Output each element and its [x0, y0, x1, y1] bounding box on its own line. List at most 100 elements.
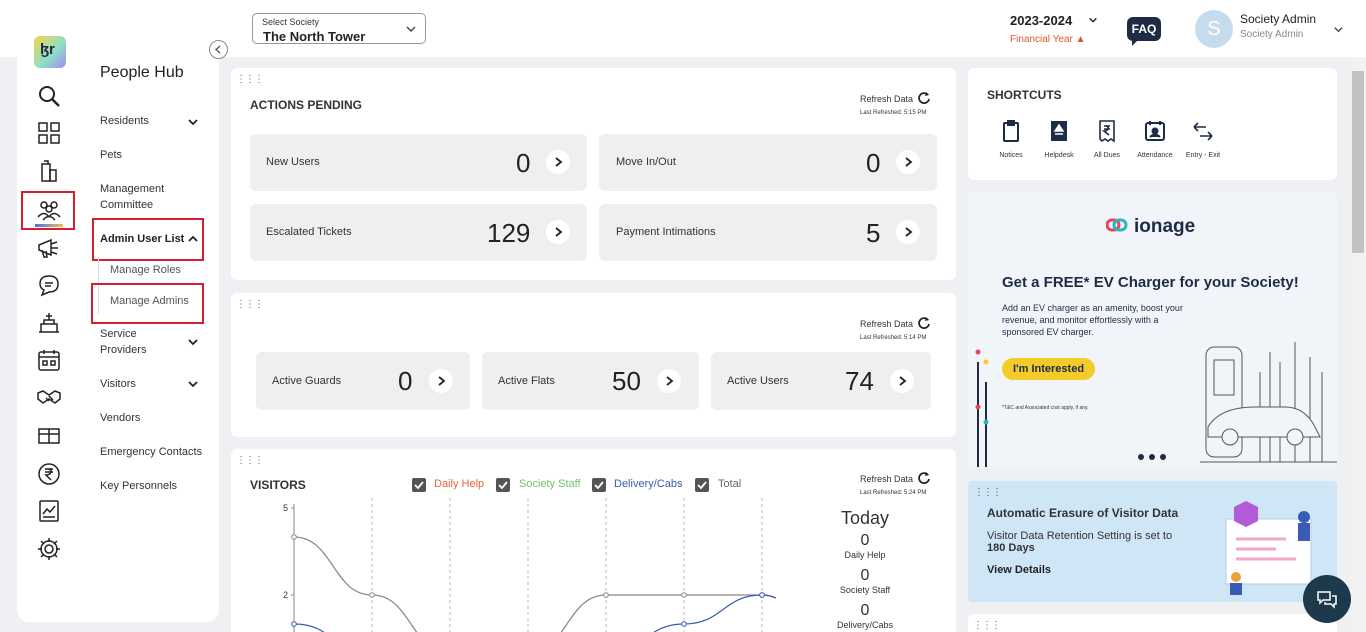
collapse-sidebar-button[interactable]	[209, 40, 228, 59]
financial-year-select[interactable]: 2023-2024 Financial Year ▲	[1010, 13, 1100, 45]
menu-item-manage-roles[interactable]: Manage Roles	[110, 264, 181, 276]
promo-banner[interactable]: ionage Get a FREE* EV Charger for your S…	[968, 192, 1337, 467]
calendar-icon[interactable]	[36, 347, 62, 373]
arrow-right-button[interactable]	[896, 220, 920, 244]
last-refreshed: Last Refreshed: 5:14 PM	[860, 335, 927, 341]
page-title: People Hub	[100, 64, 184, 81]
menu-item-management-committee[interactable]: Management Committee	[100, 183, 165, 211]
chevron-right-icon	[555, 157, 563, 167]
drag-handle-icon[interactable]: ⋮⋮⋮	[973, 620, 1001, 631]
arrow-right-button[interactable]	[546, 220, 570, 244]
chevron-down-icon[interactable]	[187, 378, 199, 390]
ad-body: Add an EV charger as an amenity, boost y…	[1002, 303, 1183, 337]
tile-new-users[interactable]: New Users 0	[250, 134, 587, 191]
faq-button[interactable]: FAQ	[1127, 17, 1161, 46]
next-card: ⋮⋮⋮	[968, 614, 1337, 632]
data-erasure-illustration	[1225, 501, 1312, 595]
shortcut-notices[interactable]: Notices	[986, 118, 1036, 159]
shortcut-entry-exit[interactable]: Entry - Exit	[1178, 118, 1228, 159]
menu-item-vendors[interactable]: Vendors	[100, 412, 141, 424]
arrow-right-button[interactable]	[896, 150, 920, 174]
shortcut-all-dues[interactable]: All Dues	[1082, 118, 1132, 159]
visitors-line-chart: 52	[283, 498, 776, 632]
legend-checkbox[interactable]	[496, 478, 510, 492]
erasure-text: Visitor Data Retention Setting is set to…	[987, 530, 1173, 554]
megaphone-icon[interactable]	[36, 235, 62, 261]
menu-item-visitors[interactable]: Visitors	[100, 378, 136, 390]
chevron-up-icon[interactable]	[187, 233, 199, 245]
menu-item-residents[interactable]: Residents	[100, 115, 149, 127]
arrow-right-button[interactable]	[429, 369, 453, 393]
scrollbar-thumb[interactable]	[1352, 71, 1364, 253]
tile-move-in-out[interactable]: Move In/Out 0	[599, 134, 937, 191]
tile-value: 74	[845, 366, 874, 396]
amenity-icon[interactable]	[36, 310, 62, 336]
menu-item-emergency-contacts[interactable]: Emergency Contacts	[100, 446, 203, 458]
tile-active-users[interactable]: Active Users 74	[711, 352, 931, 410]
society-select[interactable]: Select Society The North Tower	[252, 13, 426, 44]
user-menu-chevron-icon[interactable]	[1333, 24, 1344, 35]
avatar[interactable]: S	[1195, 10, 1233, 48]
tile-active-flats[interactable]: Active Flats 50	[482, 352, 699, 410]
legend-checkbox[interactable]	[592, 478, 606, 492]
tile-escalated-tickets[interactable]: Escalated Tickets 129	[250, 204, 587, 261]
arrow-right-button[interactable]	[546, 150, 570, 174]
attendance-icon	[1145, 121, 1165, 141]
refresh-icon	[918, 92, 930, 104]
gate-icon[interactable]	[36, 422, 62, 448]
menu-item-pets[interactable]: Pets	[100, 149, 123, 161]
tile-active-guards[interactable]: Active Guards 0	[256, 352, 470, 410]
arrow-right-button[interactable]	[657, 369, 681, 393]
tile-label: Payment Intimations	[616, 226, 716, 238]
legend-daily-help: Daily Help	[434, 478, 485, 490]
today-value: 0	[860, 532, 870, 549]
legend-checkbox[interactable]	[695, 478, 709, 492]
menu-item-admin-user-list[interactable]: Admin User List	[100, 233, 185, 245]
chat-icon[interactable]	[36, 272, 62, 298]
people-icon[interactable]	[36, 197, 62, 223]
society-select-label: Select Society	[262, 17, 320, 27]
shortcut-helpdesk[interactable]: Helpdesk	[1034, 118, 1084, 159]
menu-item-manage-admins[interactable]: Manage Admins	[110, 295, 189, 307]
series-line	[293, 536, 776, 632]
tile-payment-intimations[interactable]: Payment Intimations 5	[599, 204, 937, 261]
refresh-data-button[interactable]: Refresh Data	[860, 92, 930, 104]
chevron-down-icon	[1089, 17, 1097, 23]
app-logo[interactable]: ɮr	[34, 36, 66, 68]
drag-handle-icon[interactable]: ⋮⋮⋮	[974, 487, 1002, 498]
clipboard-icon	[1003, 120, 1019, 142]
shortcut-attendance[interactable]: Attendance	[1130, 118, 1180, 159]
view-details-link[interactable]: View Details	[987, 564, 1051, 576]
entry-exit-icon	[1193, 122, 1213, 141]
chevron-down-icon[interactable]	[187, 116, 199, 128]
last-refreshed: Last Refreshed: 5:15 PM	[860, 110, 927, 116]
menu-item-key-personnels[interactable]: Key Personnels	[100, 480, 178, 492]
drag-handle-icon[interactable]: ⋮⋮⋮	[236, 455, 264, 466]
chevron-right-icon	[555, 227, 563, 237]
dashboard-icon[interactable]	[36, 120, 62, 146]
rupee-icon[interactable]	[36, 461, 62, 487]
settings-icon[interactable]	[36, 536, 62, 562]
chevron-down-icon[interactable]	[187, 336, 199, 348]
ad-brand: ionage	[1134, 216, 1196, 237]
refresh-data-button[interactable]: Refresh Data	[860, 472, 930, 484]
tile-label: New Users	[266, 156, 320, 168]
today-label: Daily Help	[844, 550, 886, 560]
data-point	[291, 534, 297, 540]
user-role: Society Admin	[1240, 29, 1304, 40]
today-label: Delivery/Cabs	[836, 620, 894, 630]
handshake-icon[interactable]	[36, 384, 62, 410]
refresh-data-button[interactable]: Refresh Data	[860, 317, 930, 329]
report-icon[interactable]	[36, 498, 62, 524]
search-icon[interactable]	[36, 83, 62, 109]
drag-handle-icon[interactable]: ⋮⋮⋮	[236, 299, 264, 310]
legend-checkbox[interactable]	[412, 478, 426, 492]
arrow-right-button[interactable]	[890, 369, 914, 393]
chat-support-button[interactable]	[1303, 575, 1351, 623]
menu-item-service-providers[interactable]: Service Providers	[100, 328, 147, 356]
im-interested-button[interactable]: I'm Interested	[1002, 358, 1095, 380]
drag-handle-icon[interactable]: ⋮⋮⋮	[236, 74, 264, 85]
building-icon[interactable]	[36, 158, 62, 184]
page-scrollbar[interactable]	[1350, 57, 1366, 632]
data-point	[291, 621, 297, 627]
